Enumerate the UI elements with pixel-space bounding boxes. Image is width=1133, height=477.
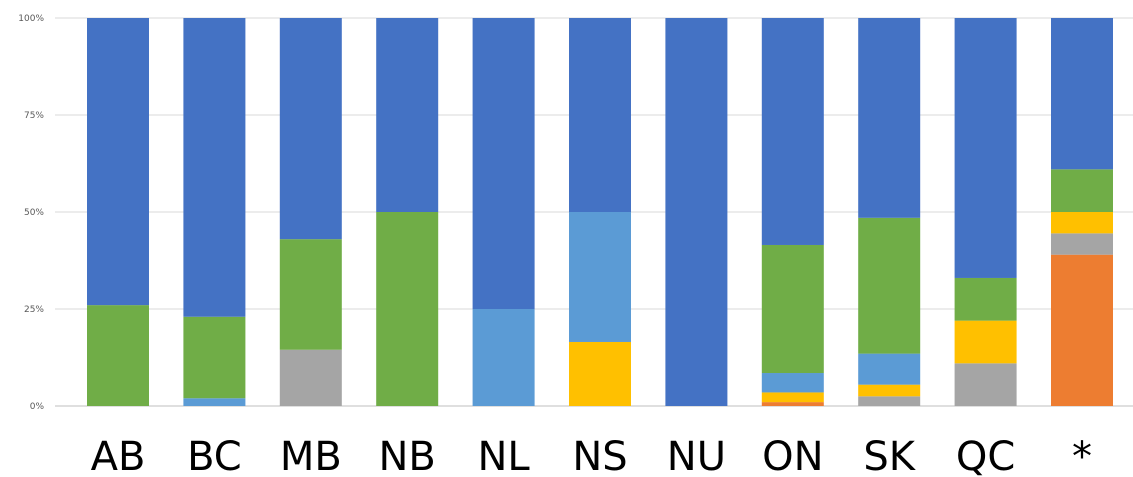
bar-segment-ns-5 <box>569 18 631 212</box>
bar-segment-nb-4 <box>376 212 439 406</box>
bar-segment-on-5 <box>761 18 824 245</box>
bar-segment-nl-5 <box>472 18 535 309</box>
x-axis-labels: AB BC MB NB NL NS NU ON SK QC * <box>91 434 1092 477</box>
bar-segment-star-4 <box>1051 169 1113 212</box>
bar-segment-star-0 <box>1051 254 1113 406</box>
bar-segment-qc-4 <box>954 277 1017 321</box>
y-axis-ticks: 0% 25% 50% 75% 100% <box>18 14 44 412</box>
bar-segment-ns-3 <box>569 212 631 342</box>
bar-segment-bc-4 <box>183 316 246 399</box>
x-category-label: ON <box>762 434 823 477</box>
bar-segment-ns-2 <box>569 341 631 406</box>
x-category-label: NL <box>477 434 530 477</box>
bar-segment-nu-5 <box>665 18 728 406</box>
x-category-label: SK <box>863 434 916 477</box>
bar-segment-sk-1 <box>858 396 921 406</box>
bar-segment-sk-5 <box>858 18 921 218</box>
bar-segment-sk-2 <box>858 384 921 397</box>
bar-segment-on-3 <box>761 373 824 393</box>
bar-segment-ab-5 <box>87 18 149 306</box>
bar-segment-mb-4 <box>279 239 342 350</box>
y-tick-label: 0% <box>30 402 45 412</box>
x-category-label: MB <box>280 434 342 477</box>
x-category-label: BC <box>187 434 242 477</box>
bar-segment-on-4 <box>761 244 824 374</box>
bar-segment-mb-5 <box>279 18 342 240</box>
bar-segment-sk-4 <box>858 217 921 354</box>
bar-segment-on-0 <box>761 402 824 406</box>
bar-segment-on-2 <box>761 392 824 403</box>
y-tick-label: 100% <box>18 14 44 24</box>
x-category-label: NU <box>667 434 726 477</box>
bar-segment-star-5 <box>1051 18 1113 170</box>
y-tick-label: 75% <box>24 111 44 121</box>
bar-segment-bc-3 <box>183 398 246 406</box>
bar-segment-ab-4 <box>87 305 149 406</box>
y-tick-label: 25% <box>24 305 44 315</box>
bar-segment-star-1 <box>1051 233 1113 255</box>
y-tick-label: 50% <box>24 208 44 218</box>
bar-segment-mb-1 <box>279 349 342 406</box>
bar-segment-qc-5 <box>954 18 1017 278</box>
bar-segment-sk-3 <box>858 353 921 385</box>
bar-segment-qc-2 <box>954 320 1017 364</box>
x-category-label: AB <box>91 434 146 477</box>
bar-segment-qc-1 <box>954 363 1017 406</box>
x-category-label: NS <box>572 434 627 477</box>
bar-segment-nb-5 <box>376 18 439 212</box>
bar-segment-star-2 <box>1051 212 1113 234</box>
x-category-label: QC <box>956 434 1015 477</box>
x-category-label: * <box>1072 434 1092 477</box>
bar-segment-nl-3 <box>472 309 535 406</box>
x-category-label: NB <box>379 434 436 477</box>
bars <box>87 18 1113 406</box>
bar-segment-bc-5 <box>183 18 246 317</box>
